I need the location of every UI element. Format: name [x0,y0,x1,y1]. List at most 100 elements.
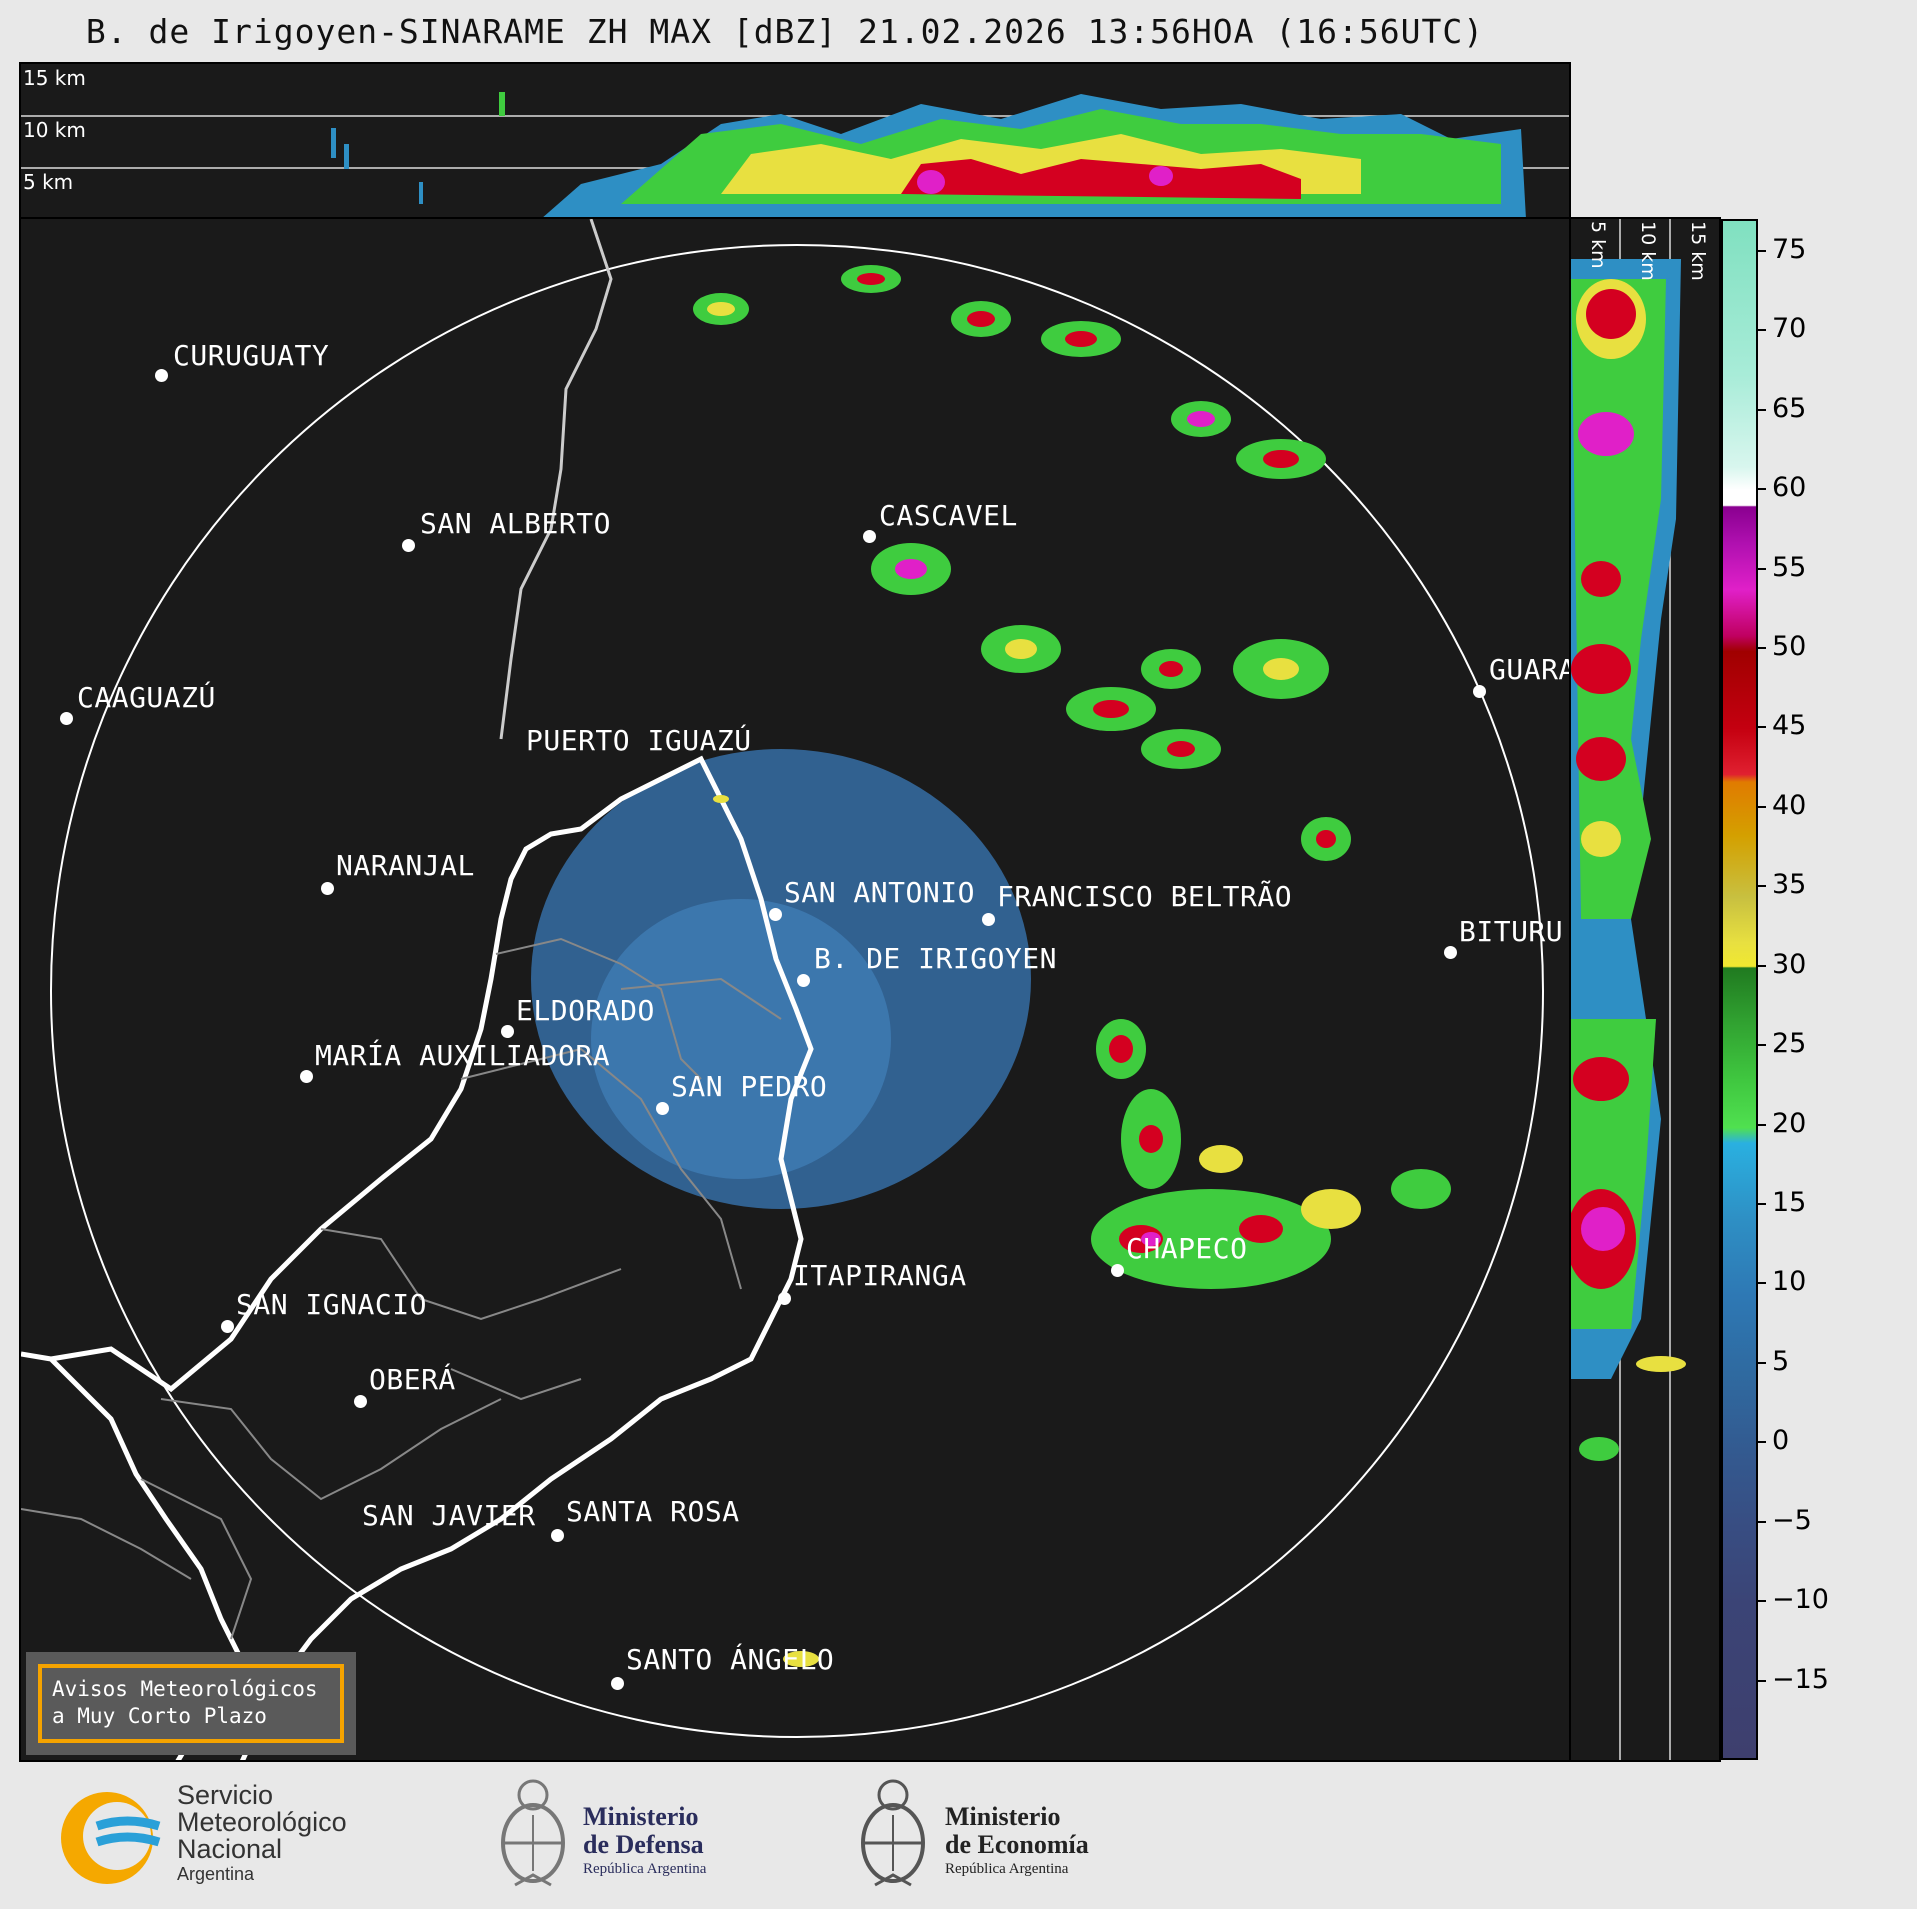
city-dot [221,1320,234,1333]
city-label-cascavel: CASCAVEL [879,499,1018,532]
colorbar-tick-mark [1758,1123,1766,1126]
colorbar-tick-mark [1758,408,1766,411]
defensa-logo: Ministerio de Defensa República Argentin… [495,1775,765,1900]
city-label-san-pedro: SAN PEDRO [671,1070,828,1103]
city-label-naranjal: NARANJAL [336,849,475,882]
city-dot [1444,946,1457,959]
defensa-line-3: República Argentina [583,1861,707,1877]
economia-line-3: República Argentina [945,1861,1069,1877]
defensa-line-1: Ministerio [583,1802,699,1831]
city-label-santa-rosa: SANTA ROSA [566,1495,740,1528]
city-label-san-javier: SAN JAVIER [362,1499,536,1532]
city-label-bituru: BITURU [1459,915,1564,948]
top-height-label-5: 5 km [23,170,74,194]
city-dot [155,369,168,382]
colorbar-tick-label: 75 [1772,233,1807,265]
city-dot [551,1529,564,1542]
dbz-colorbar [1721,219,1758,1760]
city-dot [321,882,334,895]
colorbar-tick-label: 65 [1772,392,1807,424]
top-cross-section-panel: 15 km 10 km 5 km [19,62,1571,219]
side-height-label-10: 10 km [1637,221,1659,281]
city-dot [300,1070,313,1083]
colorbar-tick-mark [1758,1441,1766,1444]
city-dot [769,908,782,921]
radar-map-panel: CURUGUATY SAN ALBERTO CASCAVEL CAAGUAZÚ … [19,217,1571,1762]
top-echo-svg [21,92,1569,217]
smn-line-1: Servicio [177,1780,274,1810]
colorbar-tick-label: 30 [1772,948,1807,980]
colorbar-tick-label: −15 [1772,1663,1829,1695]
top-height-label-10: 10 km [23,118,86,142]
radar-range-ring [50,244,1544,1738]
city-dot [354,1395,367,1408]
side-height-label-5: 5 km [1587,221,1609,269]
city-label-san-ignacio: SAN IGNACIO [236,1288,427,1321]
colorbar-tick-label: 25 [1772,1028,1807,1060]
city-label-maria-auxiliadora: MARÍA AUXILIADORA [315,1039,611,1072]
colorbar-tick-label: 50 [1772,630,1807,662]
city-label-guara: GUARA [1489,653,1571,686]
smn-line-4: Argentina [177,1864,255,1884]
city-dot [1111,1264,1124,1277]
colorbar-tick-label: 70 [1772,313,1807,345]
storm-cells [693,265,1451,1667]
colorbar-tick-mark [1758,1600,1766,1603]
economia-line-1: Ministerio [945,1802,1061,1831]
colorbar-tick-label: −10 [1772,1584,1829,1616]
city-label-chapeco: CHAPECO [1126,1232,1248,1265]
notice-line-1: Avisos Meteorológicos [52,1677,318,1701]
colorbar-tick-mark [1758,1202,1766,1205]
city-dot [402,539,415,552]
colorbar-tick-mark [1758,1044,1766,1047]
department-borders [21,937,782,1640]
city-dot [656,1102,669,1115]
map-title: B. de Irigoyen-SINARAME ZH MAX [dBZ] 21.… [85,12,1485,51]
colorbar-tick-mark [1758,885,1766,888]
city-label-francisco-beltrao: FRANCISCO BELTRÃO [997,880,1293,913]
colorbar-tick-mark [1758,964,1766,967]
city-label-curuguaty: CURUGUATY [173,339,330,372]
colorbar-tick-mark [1758,1282,1766,1285]
city-dot [863,530,876,543]
misiones-border [50,755,814,1760]
city-dot [778,1292,791,1305]
colorbar-tick-label: 0 [1772,1425,1790,1457]
coat-of-arms-icon [861,1779,925,1887]
city-label-b-de-irigoyen: B. DE IRIGOYEN [814,942,1058,975]
colorbar-tick-mark [1758,249,1766,252]
city-dot [611,1677,624,1690]
city-label-eldorado: ELDORADO [516,994,655,1027]
colorbar-tick-label: −5 [1772,1504,1812,1536]
top-height-label-15: 15 km [23,66,86,90]
smn-line-3: Nacional [177,1834,283,1864]
paraguay-border [499,219,613,740]
economia-logo: Ministerio de Economía República Argenti… [855,1775,1145,1900]
colorbar-tick-mark [1758,329,1766,332]
side-height-label-15: 15 km [1687,221,1709,281]
smn-logo: Servicio Meteorológico Nacional Argentin… [55,1782,395,1892]
notice-line-2: a Muy Corto Plazo [52,1704,267,1728]
city-label-puerto-iguazu: PUERTO IGUAZÚ [526,724,752,757]
city-label-santo-angelo: SANTO ÁNGELO [626,1643,835,1676]
city-dot [60,712,73,725]
colorbar-tick-mark [1758,1679,1766,1682]
notice-border: Avisos Meteorológicos a Muy Corto Plazo [38,1664,344,1743]
coat-of-arms-icon [501,1779,565,1887]
colorbar-tick-label: 45 [1772,710,1807,742]
colorbar-tick-mark [1758,805,1766,808]
city-dot [1473,685,1486,698]
city-label-itapiranga: ITAPIRANGA [793,1259,967,1292]
smn-line-2: Meteorológico [177,1807,347,1837]
colorbar-tick-label: 15 [1772,1186,1807,1218]
colorbar-tick-mark [1758,1520,1766,1523]
radar-map-svg [21,219,1544,1760]
city-label-caaguazu: CAAGUAZÚ [77,681,216,714]
city-dot [501,1025,514,1038]
colorbar-tick-label: 20 [1772,1107,1807,1139]
colorbar-tick-mark [1758,567,1766,570]
colorbar-tick-mark [1758,726,1766,729]
colorbar-tick-mark [1758,488,1766,491]
side-echo-svg [1571,219,1686,1760]
top-echo-band [331,92,1526,217]
